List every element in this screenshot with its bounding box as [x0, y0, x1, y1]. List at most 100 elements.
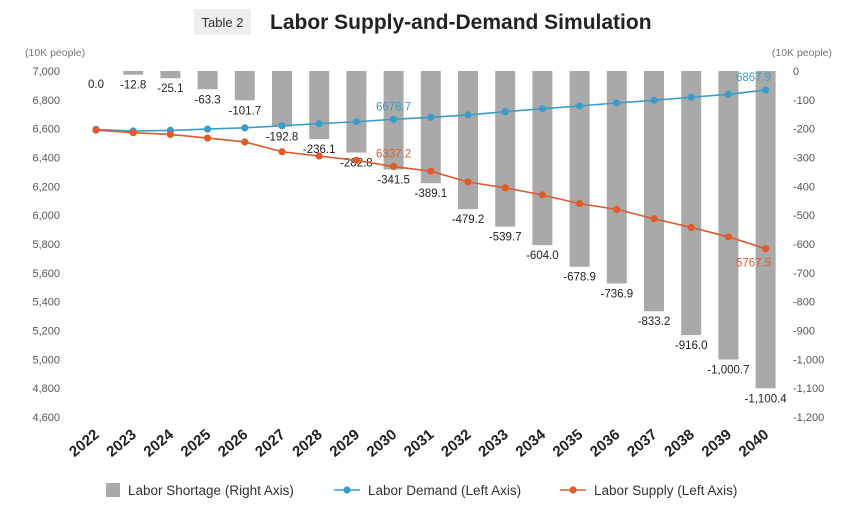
left-tick-label: 5,800: [32, 239, 60, 251]
demand-point: [762, 86, 770, 94]
left-tick-label: 6,400: [32, 153, 60, 165]
shortage-bar: [606, 71, 627, 284]
shortage-bar: [420, 71, 441, 184]
shortage-value-label: -833.2: [638, 316, 671, 328]
right-tick-label: -400: [793, 181, 815, 193]
left-axis-unit: (10K people): [25, 47, 85, 59]
shortage-value-label: -192.8: [266, 132, 299, 144]
x-tick-label: 2026: [215, 426, 251, 460]
x-tick-label: 2024: [140, 426, 177, 461]
right-tick-label: -600: [793, 239, 815, 251]
right-tick-label: -1,100: [793, 383, 824, 395]
legend-marker-supply: [569, 486, 577, 494]
demand-point: [464, 111, 472, 119]
right-tick-label: 0: [793, 66, 799, 78]
shortage-bar: [160, 71, 181, 79]
supply-point: [576, 200, 584, 208]
supply-value-label: 6337.2: [376, 149, 411, 161]
legend-label-shortage: Labor Shortage (Right Axis): [128, 483, 294, 498]
right-tick-label: -200: [793, 124, 815, 136]
left-tick-label: 4,600: [32, 412, 60, 424]
supply-point: [278, 148, 286, 156]
right-tick-label: -500: [793, 210, 815, 222]
shortage-value-label: -539.7: [489, 232, 522, 244]
x-tick-label: 2040: [736, 426, 772, 460]
demand-point: [613, 99, 621, 107]
demand-point: [204, 125, 212, 133]
x-tick-label: 2029: [326, 426, 362, 460]
shortage-value-label: -678.9: [563, 272, 596, 284]
demand-point: [278, 122, 286, 130]
shortage-bar-labels: 0.0-12.8-25.1-63.3-101.7-192.8-236.1-282…: [88, 79, 787, 405]
shortage-value-label: -101.7: [228, 105, 261, 117]
demand-point: [501, 108, 509, 116]
supply-point: [687, 223, 695, 232]
shortage-bar: [123, 71, 144, 75]
shortage-value-label: -389.1: [414, 188, 447, 200]
supply-point: [352, 156, 360, 164]
supply-point: [724, 233, 733, 241]
shortage-bar: [681, 71, 702, 336]
left-tick-label: 5,400: [32, 297, 60, 309]
chart-title: Labor Supply-and-Demand Simulation: [270, 11, 652, 34]
shortage-value-label: -341.5: [377, 174, 410, 186]
x-tick-label: 2027: [252, 426, 288, 460]
shortage-bar: [458, 71, 478, 210]
x-tick-label: 2030: [364, 426, 400, 460]
x-tick-label: 2033: [475, 426, 511, 460]
supply-value-label: 5767.5: [736, 258, 771, 270]
title-badge: [194, 9, 251, 35]
shortage-value-label: -1,000.7: [707, 365, 749, 377]
x-tick-label: 2025: [178, 426, 214, 460]
demand-point: [427, 113, 435, 121]
right-tick-label: -100: [793, 95, 815, 107]
x-tick-label: 2031: [401, 426, 437, 460]
supply-point: [650, 215, 658, 223]
x-tick-label: 2035: [550, 426, 586, 460]
demand-point: [352, 118, 360, 126]
demand-point: [687, 93, 695, 101]
shortage-value-label: -12.8: [120, 80, 146, 92]
left-tick-label: 6,000: [32, 210, 60, 222]
demand-point: [241, 124, 249, 132]
shortage-value-label: -1,100.4: [744, 393, 787, 405]
supply-point: [204, 134, 212, 142]
left-tick-label: 4,800: [32, 383, 60, 395]
left-tick-label: 6,800: [32, 95, 60, 107]
shortage-bar: [346, 71, 367, 153]
right-tick-label: -1,200: [793, 412, 824, 424]
left-tick-label: 5,000: [32, 354, 60, 366]
shortage-bar: [309, 71, 330, 140]
demand-value-label: 6678.7: [376, 101, 411, 113]
legend-marker-demand: [343, 486, 351, 494]
demand-point: [390, 115, 398, 123]
x-tick-label: 2034: [512, 426, 549, 461]
x-axis: 2022 2023 2024 2025 2026 2027 2028 2029 2030 2031…: [66, 426, 772, 461]
legend-label-supply: Labor Supply (Left Axis): [594, 483, 737, 498]
shortage-value-label: -236.1: [303, 144, 336, 156]
x-tick-label: 2023: [103, 426, 139, 460]
shortage-bar: [272, 71, 292, 127]
shortage-bar: [197, 71, 218, 90]
shortage-value-label: -916.0: [675, 340, 708, 352]
shortage-bar: [644, 71, 664, 312]
left-tick-label: 6,200: [32, 181, 60, 193]
demand-point: [650, 96, 658, 104]
title-badge-text: Table 2: [202, 15, 244, 30]
shortage-value-label: -25.1: [157, 83, 183, 95]
x-tick-label: 2022: [66, 426, 102, 460]
right-tick-label: -1,000: [793, 354, 824, 366]
supply-point: [129, 129, 137, 137]
x-tick-label: 2036: [587, 426, 623, 460]
supply-point: [92, 126, 100, 134]
left-tick-label: 5,600: [32, 268, 60, 280]
shortage-value-label: -736.9: [600, 288, 633, 300]
left-tick-label: 6,600: [32, 124, 60, 136]
supply-point: [613, 205, 621, 213]
legend: Labor Shortage (Right Axis) Labor Demand …: [106, 483, 737, 498]
right-tick-label: -700: [793, 268, 815, 280]
shortage-value-label: -479.2: [452, 214, 485, 226]
shortage-bar: [234, 71, 255, 101]
